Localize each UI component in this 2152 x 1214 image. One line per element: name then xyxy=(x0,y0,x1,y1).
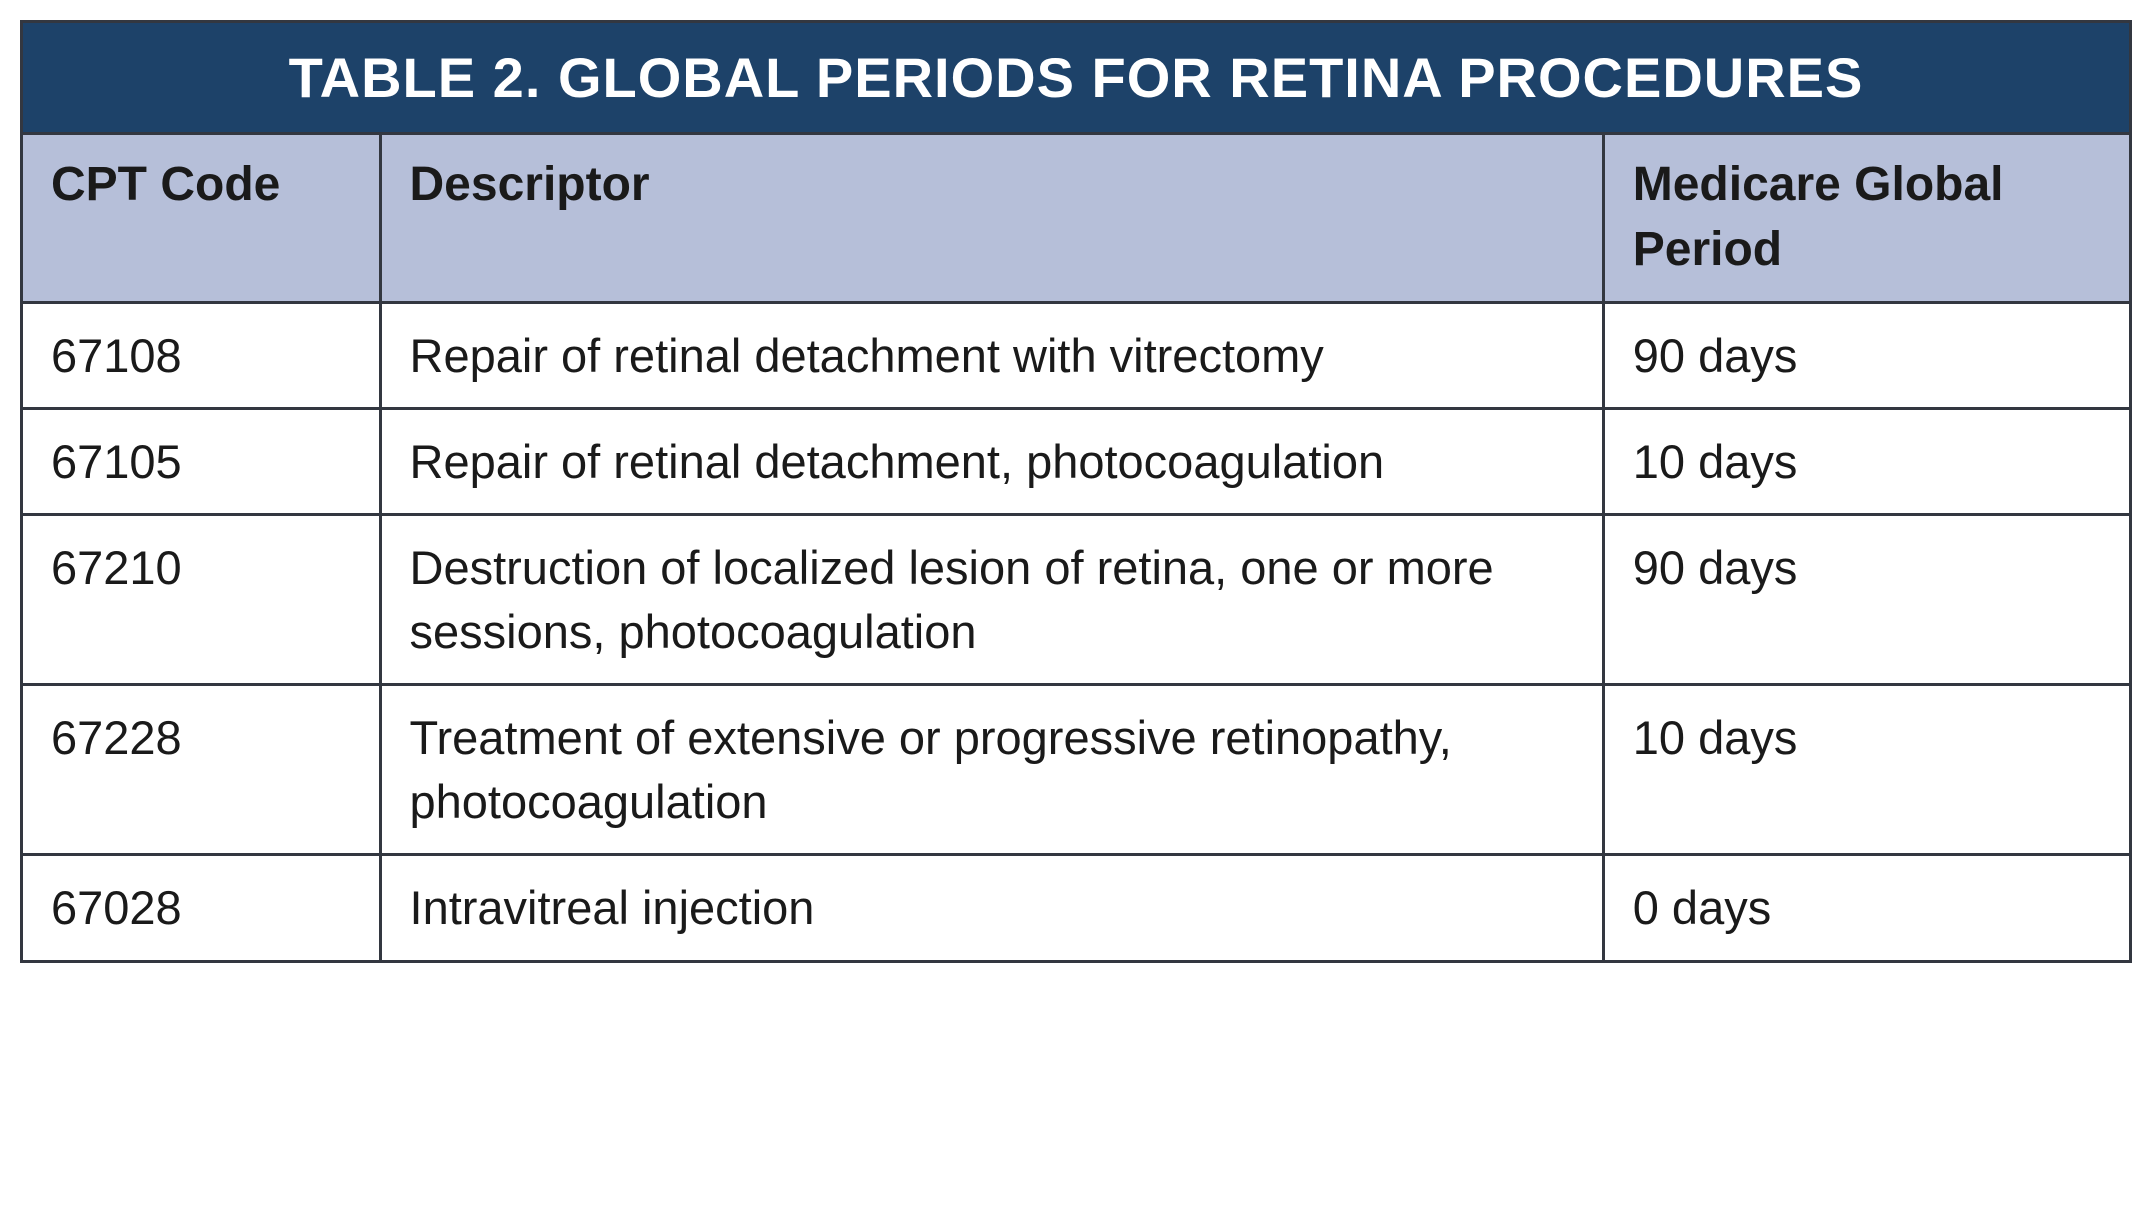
table-row: 67105 Repair of retinal detachment, phot… xyxy=(22,409,2131,515)
table-title: TABLE 2. GLOBAL PERIODS FOR RETINA PROCE… xyxy=(22,22,2131,134)
table-container: TABLE 2. GLOBAL PERIODS FOR RETINA PROCE… xyxy=(20,20,2132,963)
table-row: 67028 Intravitreal injection 0 days xyxy=(22,855,2131,961)
table-row: 67228 Treatment of extensive or progress… xyxy=(22,685,2131,855)
cell-descriptor: Repair of retinal detachment with vitrec… xyxy=(380,302,1603,408)
cell-period: 90 days xyxy=(1603,302,2130,408)
cell-cpt-code: 67105 xyxy=(22,409,381,515)
table-row: 67210 Destruction of localized lesion of… xyxy=(22,515,2131,685)
cell-period: 0 days xyxy=(1603,855,2130,961)
cell-cpt-code: 67108 xyxy=(22,302,381,408)
cell-period: 90 days xyxy=(1603,515,2130,685)
cell-cpt-code: 67028 xyxy=(22,855,381,961)
table-row: 67108 Repair of retinal detachment with … xyxy=(22,302,2131,408)
cell-descriptor: Repair of retinal detachment, photocoagu… xyxy=(380,409,1603,515)
cell-period: 10 days xyxy=(1603,409,2130,515)
header-cpt-code: CPT Code xyxy=(22,134,381,303)
table-header-row: CPT Code Descriptor Medicare Global Peri… xyxy=(22,134,2131,303)
cell-cpt-code: 67210 xyxy=(22,515,381,685)
header-medicare-period: Medicare Global Period xyxy=(1603,134,2130,303)
cell-period: 10 days xyxy=(1603,685,2130,855)
cell-descriptor: Intravitreal injection xyxy=(380,855,1603,961)
cell-descriptor: Treatment of extensive or progressive re… xyxy=(380,685,1603,855)
header-descriptor: Descriptor xyxy=(380,134,1603,303)
table-title-row: TABLE 2. GLOBAL PERIODS FOR RETINA PROCE… xyxy=(22,22,2131,134)
global-periods-table: TABLE 2. GLOBAL PERIODS FOR RETINA PROCE… xyxy=(20,20,2132,963)
cell-cpt-code: 67228 xyxy=(22,685,381,855)
cell-descriptor: Destruction of localized lesion of retin… xyxy=(380,515,1603,685)
